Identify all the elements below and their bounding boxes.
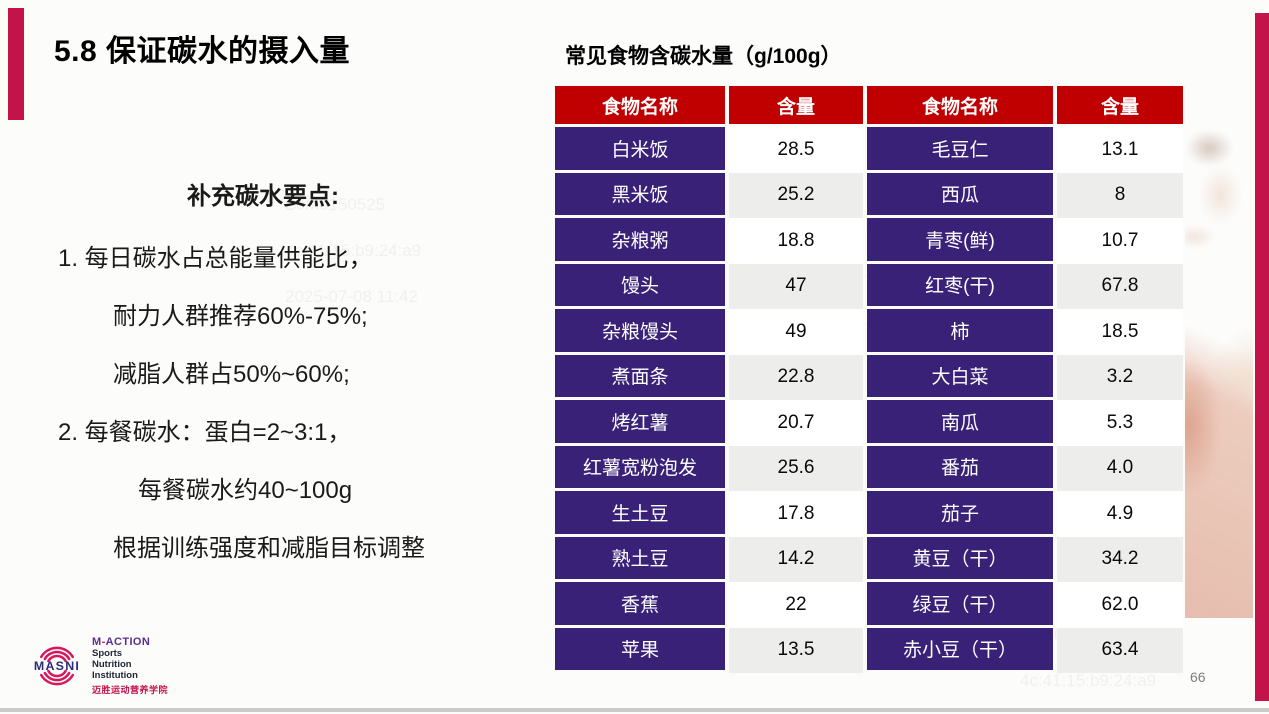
- title-accent-bar: [8, 8, 24, 120]
- logo-brand-name: M-ACTION: [92, 636, 151, 648]
- key-point-line: 耐力人群推荐60%-75%;: [113, 303, 368, 330]
- table-header-cell: 含量: [729, 86, 863, 124]
- carb-value-cell: 25.6: [729, 445, 863, 491]
- food-name-cell: 绿豆（干）: [867, 582, 1053, 628]
- food-name-cell: 青枣(鲜): [867, 218, 1053, 264]
- carb-value-cell: 63.4: [1057, 627, 1183, 673]
- carb-value-cell: 20.7: [729, 400, 863, 446]
- logo-inst-line-3: Institution: [92, 670, 138, 681]
- carb-value-cell: 18.5: [1057, 309, 1183, 355]
- key-point-line: 1. 每日碳水占总能量供能比，: [58, 245, 373, 272]
- food-name-cell: 大白菜: [867, 354, 1053, 400]
- masni-logo-mark: MASNI: [34, 646, 80, 686]
- food-name-cell: 杂粮粥: [555, 218, 725, 264]
- food-name-cell: 白米饭: [555, 127, 725, 173]
- carb-value-cell: 17.8: [729, 491, 863, 537]
- logo-chinese-name: 迈胜运动营养学院: [92, 685, 169, 695]
- carb-value-cell: 4.0: [1057, 445, 1183, 491]
- logo-text-block: M-ACTION Sports Nutrition Institution 迈胜…: [92, 636, 168, 696]
- food-name-cell: 馒头: [555, 263, 725, 309]
- food-name-cell: 毛豆仁: [867, 127, 1053, 173]
- key-point-line: 减脂人群占50%~60%;: [113, 361, 350, 388]
- food-name-cell: 柿: [867, 309, 1053, 355]
- food-name-cell: 熟土豆: [555, 536, 725, 582]
- carb-value-cell: 28.5: [729, 127, 863, 173]
- key-point-line: 2. 每餐碳水：蛋白=2~3:1，: [58, 419, 352, 446]
- food-name-cell: 黄豆（干）: [867, 536, 1053, 582]
- food-name-cell: 煮面条: [555, 354, 725, 400]
- key-points-heading: 补充碳水要点:: [187, 183, 339, 210]
- table-header-row: 食物名称 含量 食物名称 含量: [555, 86, 1183, 124]
- carb-value-cell: 5.3: [1057, 400, 1183, 446]
- carb-value-cell: 14.2: [729, 536, 863, 582]
- carb-value-cell: 67.8: [1057, 263, 1183, 309]
- table-title: 常见食物含碳水量（g/100g）: [565, 45, 842, 68]
- page-title: 5.8 保证碳水的摄入量: [54, 35, 351, 68]
- masni-logo: MASNI M-ACTION Sports Nutrition Institut…: [28, 636, 168, 696]
- food-name-cell: 红薯宽粉泡发: [555, 445, 725, 491]
- food-name-cell: 黑米饭: [555, 172, 725, 218]
- carb-content-table: 食物名称 含量 食物名称 含量 白米饭 28.5 毛豆仁 13.1 黑米饭 25.2 西瓜 8 杂粮粥…: [555, 86, 1183, 673]
- page-number: 66: [1190, 669, 1206, 685]
- right-accent-bar: [1255, 13, 1269, 701]
- carb-value-cell: 10.7: [1057, 218, 1183, 264]
- food-name-cell: 南瓜: [867, 400, 1053, 446]
- key-point-line: 根据训练强度和减脂目标调整: [113, 535, 425, 562]
- table-header-cell: 食物名称: [867, 86, 1053, 124]
- food-name-cell: 茄子: [867, 491, 1053, 537]
- carb-value-cell: 13.1: [1057, 127, 1183, 173]
- carb-value-cell: 13.5: [729, 627, 863, 673]
- carb-value-cell: 18.8: [729, 218, 863, 264]
- table-body: 白米饭 28.5 毛豆仁 13.1 黑米饭 25.2 西瓜 8 杂粮粥 18.8 青枣(鲜) 10.7…: [555, 127, 1183, 673]
- carb-value-cell: 3.2: [1057, 354, 1183, 400]
- carb-value-cell: 49: [729, 309, 863, 355]
- key-points-lines: 1. 每日碳水占总能量供能比， 耐力人群推荐60%-75%; 减脂人群占50%~60…: [58, 230, 528, 578]
- food-name-cell: 西瓜: [867, 172, 1053, 218]
- carb-value-cell: 4.9: [1057, 491, 1183, 537]
- carb-value-cell: 22: [729, 582, 863, 628]
- food-name-cell: 番茄: [867, 445, 1053, 491]
- carb-value-cell: 47: [729, 263, 863, 309]
- food-name-cell: 红枣(干): [867, 263, 1053, 309]
- athlete-photo-blobs: [1185, 107, 1253, 618]
- key-point-line: 每餐碳水约40~100g: [138, 477, 353, 504]
- logo-inst-line-2: Nutrition: [92, 659, 132, 670]
- carb-value-cell: 8: [1057, 172, 1183, 218]
- carb-value-cell: 25.2: [729, 172, 863, 218]
- logo-inst-line-1: Sports: [92, 648, 123, 659]
- masni-wordmark: MASNI: [34, 659, 80, 673]
- carb-value-cell: 22.8: [729, 354, 863, 400]
- table-header-cell: 含量: [1057, 86, 1183, 124]
- athlete-photo: [1185, 107, 1253, 618]
- food-name-cell: 烤红薯: [555, 400, 725, 446]
- food-name-cell: 苹果: [555, 627, 725, 673]
- food-name-cell: 生土豆: [555, 491, 725, 537]
- food-name-cell: 香蕉: [555, 582, 725, 628]
- key-points-block: 补充碳水要点: 1. 每日碳水占总能量供能比， 耐力人群推荐60%-75%; 减脂人…: [58, 172, 528, 578]
- food-name-cell: 赤小豆（干）: [867, 627, 1053, 673]
- food-name-cell: 杂粮馒头: [555, 309, 725, 355]
- table-header-cell: 食物名称: [555, 86, 725, 124]
- carb-value-cell: 34.2: [1057, 536, 1183, 582]
- carb-value-cell: 62.0: [1057, 582, 1183, 628]
- bottom-edge-strip: [0, 708, 1269, 712]
